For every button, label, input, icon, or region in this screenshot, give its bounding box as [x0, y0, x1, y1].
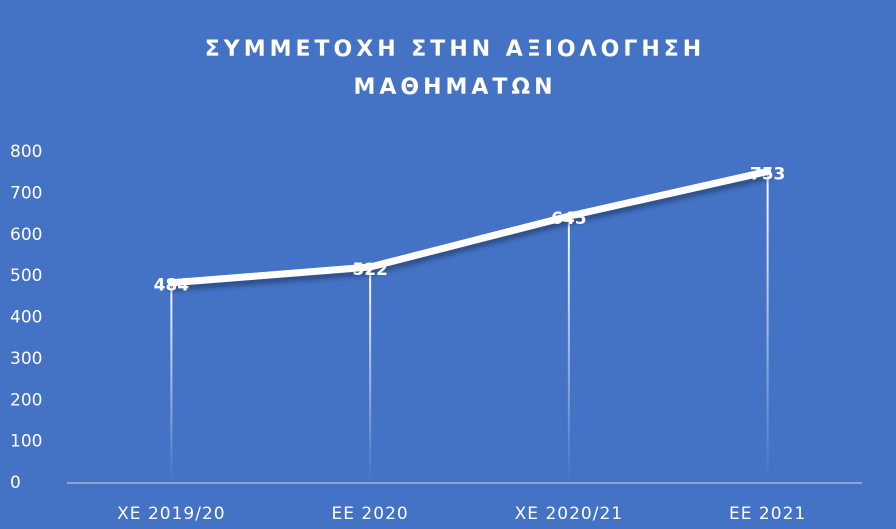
y-tick-label: 300: [10, 349, 42, 369]
data-label: 645: [551, 209, 587, 229]
drop-line: [170, 282, 173, 483]
drop-line: [369, 267, 372, 483]
x-tick-label: ΧΕ 2020/21: [515, 504, 623, 524]
y-tick-label: 400: [10, 308, 42, 328]
y-tick-label: 700: [10, 183, 42, 203]
chart-title: ΜΑΘΗΜΑΤΩΝ: [353, 75, 556, 100]
y-tick-label: 800: [10, 142, 42, 162]
x-tick-label: ΕΕ 2021: [729, 504, 806, 524]
data-label: 522: [352, 260, 388, 280]
drop-line: [567, 216, 570, 483]
y-tick-label: 200: [10, 390, 42, 410]
chart-title: ΣΥΜΜΕΤΟΧΗ ΣΤΗΝ ΑΞΙΟΛΟΓΗΣΗ: [205, 37, 705, 62]
y-tick-label: 0: [10, 473, 21, 493]
y-tick-label: 500: [10, 266, 42, 286]
data-label: 753: [750, 164, 786, 184]
x-tick-label: ΧΕ 2019/20: [117, 504, 225, 524]
drop-line: [766, 171, 769, 484]
y-tick-label: 100: [10, 432, 42, 452]
data-label: 484: [154, 276, 190, 296]
line-series: [167, 167, 772, 287]
y-tick-label: 600: [10, 225, 42, 245]
x-tick-label: ΕΕ 2020: [332, 504, 409, 524]
